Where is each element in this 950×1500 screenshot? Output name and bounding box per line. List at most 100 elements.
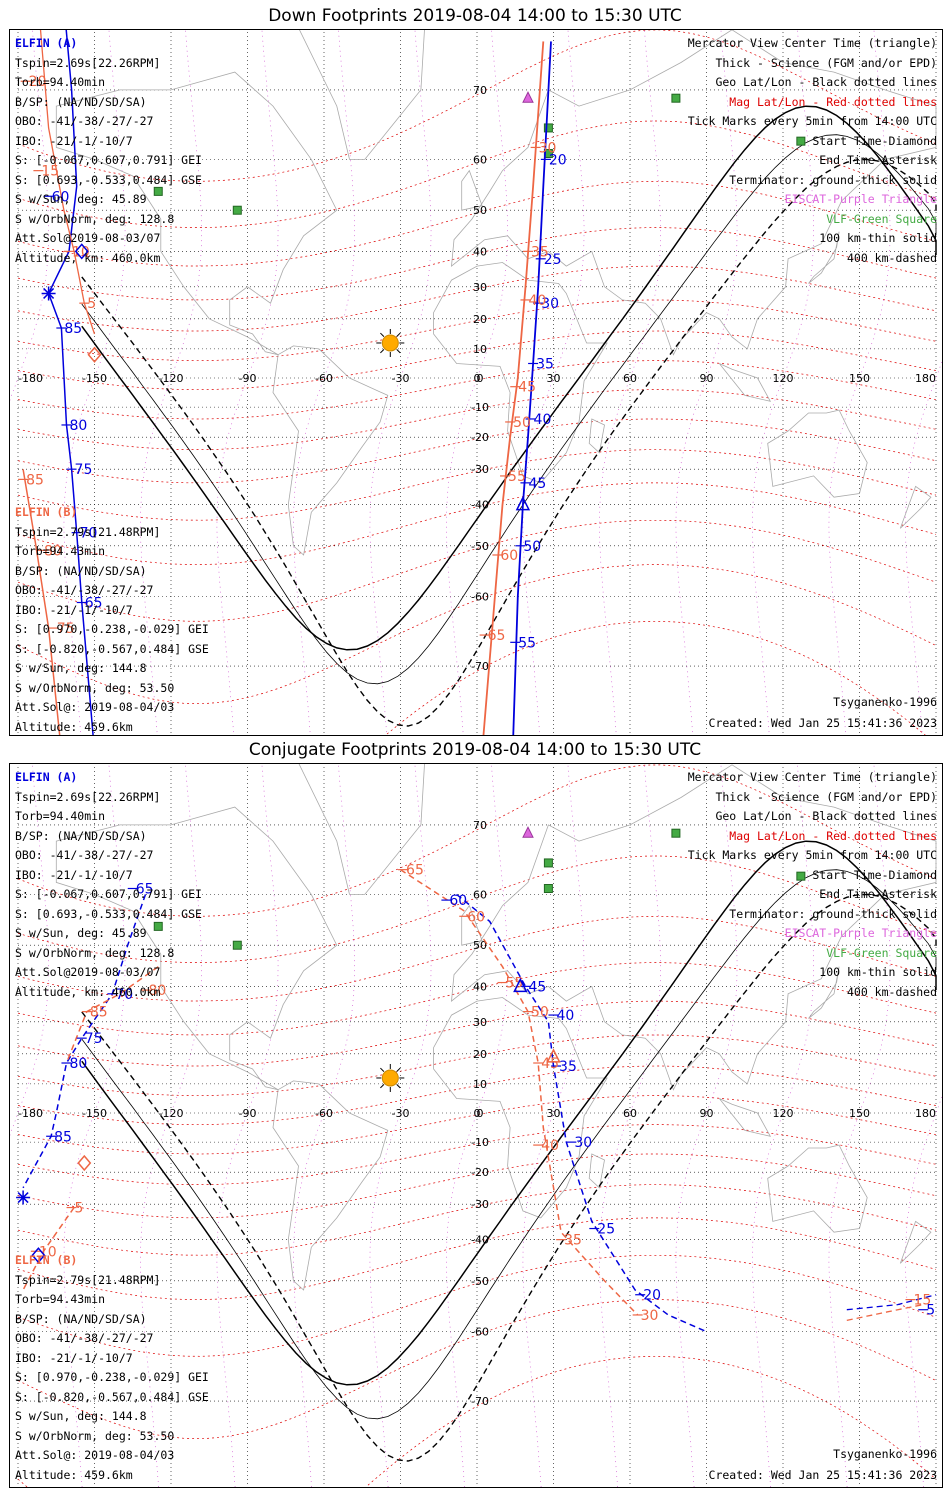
created-timestamp: Created: Wed Jan 25 15:41:36 2023 <box>708 1468 937 1482</box>
continent-outline <box>767 409 868 498</box>
info-line: S w/OrbNorm, deg: 53.50 <box>15 1428 175 1443</box>
continent-outline <box>588 418 605 454</box>
lat-tick-label: -50 <box>471 1275 489 1288</box>
mag-lat-gridline <box>17 360 937 420</box>
info-line: OBO: -41/-38/-27/-27 <box>15 848 154 862</box>
legend-item: Mag Lat/Lon - Red dotted lines <box>729 94 937 109</box>
mag-lon-gridline <box>63 30 126 735</box>
mag-lon-gridline <box>216 764 279 1487</box>
terminator-ground <box>81 840 937 1386</box>
elfin-b-time-label: 80 <box>44 543 62 559</box>
elfin-a-time-label: 80 <box>69 418 87 434</box>
mag-lat-gridline <box>17 30 937 182</box>
elfin-b-conj-track-far-east <box>846 1303 924 1322</box>
lon-tick-label: 0 <box>474 372 481 385</box>
info-line: S: [-0.067,0.607,0.791] GEI <box>15 153 202 167</box>
info-line: Tspin=2.69s[22.26RPM] <box>15 789 161 804</box>
lat-tick-label: 70 <box>473 84 487 97</box>
info-line: OBO: -41/-38/-27/-27 <box>15 583 154 597</box>
eiscat-triangle-icon <box>522 826 534 838</box>
lon-tick-label: 60 <box>623 372 637 385</box>
mag-lon-gridline <box>828 764 891 1487</box>
elfin-a-time-label: 25 <box>544 252 562 268</box>
info-line: Torb=94.43min <box>15 544 106 558</box>
terminator-ground <box>81 105 937 651</box>
legend-item: Mercator View Center Time (triangle) <box>687 770 937 784</box>
lon-tick-label: -30 <box>392 1107 410 1120</box>
elfin-b-time-label: 5 <box>75 1201 84 1217</box>
continent-outline <box>272 345 389 556</box>
lon-tick-label: -30 <box>392 372 410 385</box>
mag-lat-gridline <box>17 1184 937 1256</box>
info-line: S: [0.970,-0.238,-0.029] GEI <box>15 622 209 636</box>
continent-outline <box>55 806 338 1091</box>
continent-outline <box>272 1080 389 1291</box>
info-line: S w/OrbNorm, deg: 53.50 <box>15 680 175 695</box>
mag-lat-gridline <box>17 962 937 1036</box>
elfin-b-time-label: 15 <box>41 164 59 180</box>
mag-lat-gridline <box>17 482 937 565</box>
sun-ray <box>380 348 385 354</box>
lon-tick-label: -150 <box>82 1107 107 1120</box>
elfin-b-time-label: 30 <box>641 1308 659 1324</box>
info-line: S w/OrbNorm, deg: 128.8 <box>15 211 175 226</box>
legend-item: Terminator: ground-thick solid <box>729 172 937 187</box>
legend-item: VLF-Green Square <box>826 945 937 960</box>
legend-item: End Time-Asterisk <box>819 887 937 901</box>
elfin-b-time-label: 15 <box>914 1293 932 1309</box>
elfin-a-time-label: 40 <box>534 412 552 428</box>
lon-tick-label: 90 <box>700 372 714 385</box>
elfin-a-time-label: 20 <box>643 1288 661 1304</box>
lat-tick-label: 20 <box>473 1048 487 1061</box>
map-canvas-down: -180 -150 -120 -90 -60 -30 0 30 60 90 120 150 180 70 6… <box>10 30 942 735</box>
lon-tick-label: 120 <box>773 372 794 385</box>
elfin-a-conj-track <box>22 894 147 1189</box>
mag-lat-gridline <box>17 764 937 917</box>
info-line: S: [0.693,-0.533,0.484] GSE <box>15 172 202 187</box>
elfin-b-info: ELFIN (B) Tspin=2.79s[21.48RPM] Torb=94.… <box>15 503 209 735</box>
continent-outline <box>899 1220 932 1264</box>
vlf-square-icon <box>232 940 242 950</box>
mag-lon-gridline <box>675 764 738 1487</box>
elfin-a-time-label: 25 <box>597 1222 615 1238</box>
lon-tick-label: -120 <box>159 372 184 385</box>
info-line: Altitude, km: 460.0km <box>15 984 161 999</box>
vlf-square-icon <box>232 205 242 215</box>
panel-title-conjugate: Conjugate Footprints 2019-08-04 14:00 to… <box>248 740 702 760</box>
elfin-b-time-label: 65 <box>488 628 506 644</box>
elfin-a-time-label: 45 <box>528 476 546 492</box>
lat-tick-label: 60 <box>473 153 487 166</box>
mag-lat-gridline <box>17 449 937 521</box>
mag-lat-gridline <box>17 1217 937 1300</box>
info-line: OBO: -41/-38/-27/-27 <box>15 1331 154 1345</box>
continent-outline <box>767 1144 868 1233</box>
lat-tick-label: -20 <box>471 1166 489 1179</box>
lat-tick-label: 50 <box>473 939 487 952</box>
continent-outline <box>451 30 937 356</box>
info-line: IBO: -21/-1/-10/7 <box>15 867 133 882</box>
lat-tick-label: -70 <box>471 1395 489 1408</box>
mag-lon-gridline <box>140 764 202 1487</box>
elfin-b-time-label: 35 <box>564 1233 582 1249</box>
mag-lon-gridline <box>446 764 508 1487</box>
elfin-a-time-label: 70 <box>80 526 98 542</box>
sun-icon <box>381 1069 399 1087</box>
vlf-square-icon <box>543 858 553 868</box>
legend-item: Start Time-Diamond <box>812 133 937 148</box>
elfin-b-label: ELFIN (B) <box>15 1253 78 1267</box>
lat-tick-label: -30 <box>471 1198 489 1211</box>
elfin-b-info: ELFIN (B) Tspin=2.79s[21.48RPM] Torb=94.… <box>15 1251 209 1485</box>
lon-tick-label: -120 <box>159 1107 184 1120</box>
legend-item: Thick - Science (FGM and/or EPD) <box>715 55 937 70</box>
elfin-a-end-asterisk <box>41 286 56 301</box>
legend-item: EISCAT-Purple Triangle <box>784 926 937 940</box>
info-line: Tspin=2.79s[21.48RPM] <box>15 1272 161 1287</box>
vlf-square-icon <box>796 871 806 881</box>
elfin-a-time-label: 80 <box>69 1056 87 1072</box>
lat-tick-label: 60 <box>473 888 487 901</box>
lat-tick-label: -10 <box>471 401 489 414</box>
lon-tick-label: 30 <box>547 1107 561 1120</box>
continent-outline <box>718 1098 772 1137</box>
info-line: Torb=94.40min <box>15 75 106 89</box>
elfin-a-time-label: 60 <box>449 893 467 909</box>
